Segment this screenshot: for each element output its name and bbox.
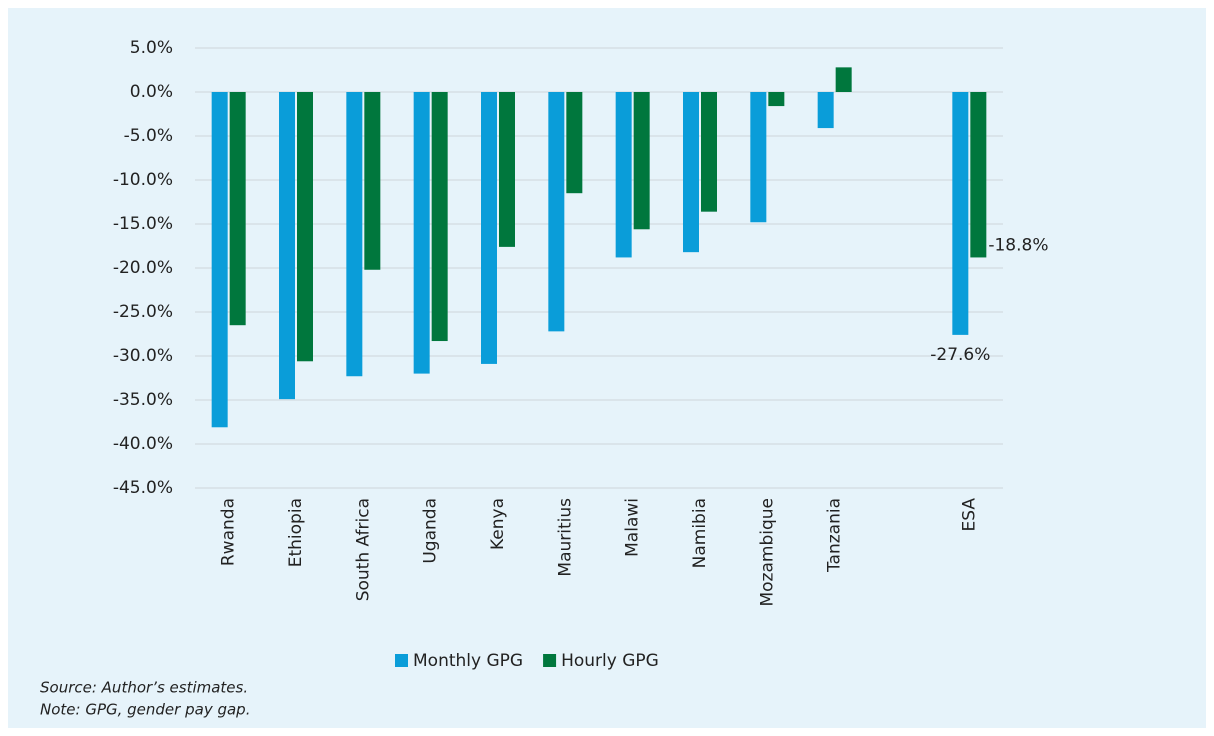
x-tick-label: Mauritius xyxy=(555,498,575,577)
bar xyxy=(297,92,313,362)
y-tick-label: -20.0% xyxy=(113,258,173,278)
legend-label: Hourly GPG xyxy=(561,651,659,671)
bar xyxy=(970,92,987,258)
y-tick-label: 5.0% xyxy=(130,38,173,58)
source-note: Source: Author’s estimates. xyxy=(40,679,248,697)
bar xyxy=(750,92,767,223)
bar xyxy=(279,92,295,400)
bar xyxy=(481,92,497,364)
legend-label: Monthly GPG xyxy=(413,651,523,671)
y-tick-label: -15.0% xyxy=(113,214,173,234)
bar xyxy=(364,92,381,270)
data-label: -27.6% xyxy=(930,345,990,365)
y-tick-label: -45.0% xyxy=(113,478,173,498)
y-tick-label: -25.0% xyxy=(113,302,173,322)
bar xyxy=(566,92,583,194)
x-tick-label: Tanzania xyxy=(825,498,845,573)
x-tick-label: Mozambique xyxy=(757,498,777,607)
bar xyxy=(229,92,246,326)
bar xyxy=(817,92,834,129)
bar xyxy=(768,92,785,107)
y-tick-label: 0.0% xyxy=(130,82,173,102)
panel xyxy=(8,8,1206,728)
x-tick-label: Malawi xyxy=(623,498,643,557)
bar xyxy=(633,92,650,230)
bar xyxy=(346,92,363,377)
note: Note: GPG, gender pay gap. xyxy=(40,701,250,719)
x-tick-label: Ethiopia xyxy=(286,498,306,567)
x-tick-label: Namibia xyxy=(690,498,710,568)
x-tick-label: ESA xyxy=(959,498,979,532)
bar xyxy=(499,92,515,247)
bar xyxy=(211,92,228,428)
legend-swatch xyxy=(543,654,557,667)
bar xyxy=(413,92,430,374)
bar xyxy=(548,92,565,332)
bar xyxy=(615,92,632,258)
bar xyxy=(835,67,852,92)
y-tick-label: -10.0% xyxy=(113,170,173,190)
bar xyxy=(431,92,448,342)
x-tick-label: Uganda xyxy=(421,498,441,564)
data-label: -18.8% xyxy=(988,235,1048,255)
y-tick-label: -35.0% xyxy=(113,390,173,410)
bar xyxy=(701,92,717,212)
x-tick-label: South Africa xyxy=(353,498,373,601)
y-tick-label: -30.0% xyxy=(113,346,173,366)
legend-swatch xyxy=(395,654,408,667)
bar xyxy=(952,92,969,335)
bar xyxy=(683,92,699,253)
y-tick-label: -5.0% xyxy=(124,126,173,146)
x-tick-label: Rwanda xyxy=(219,498,239,566)
x-tick-label: Kenya xyxy=(488,498,508,550)
y-tick-label: -40.0% xyxy=(113,434,173,454)
